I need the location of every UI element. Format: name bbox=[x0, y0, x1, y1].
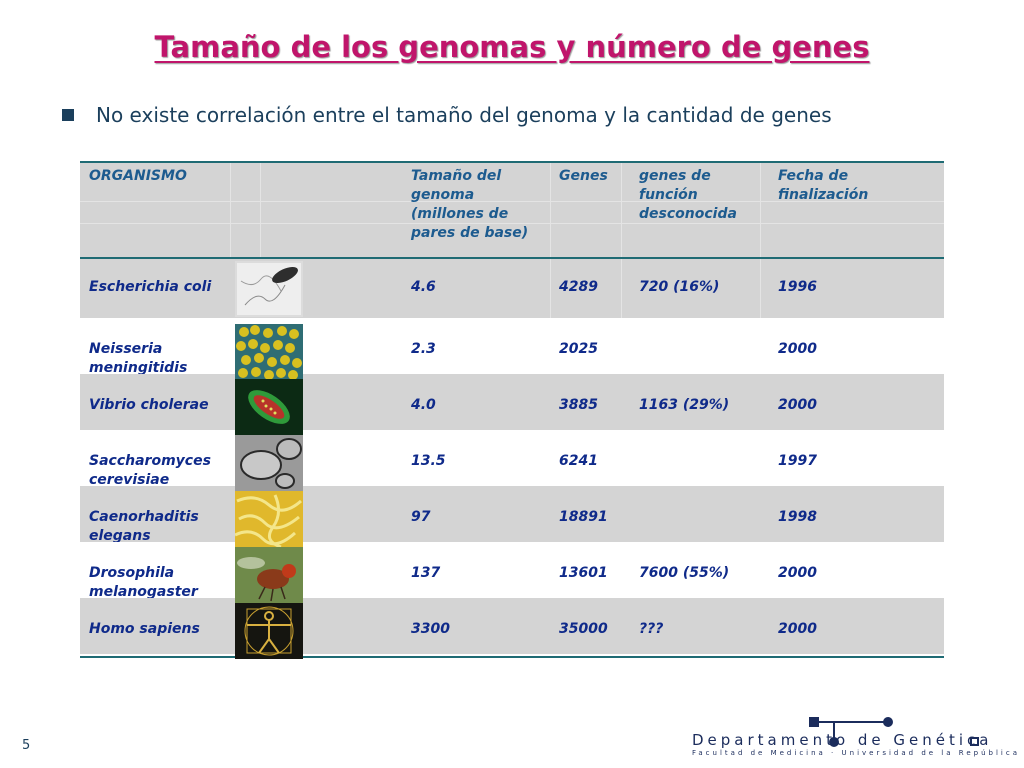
cell-genome-size: 4.0 bbox=[411, 397, 436, 413]
cell-completion-date: 2000 bbox=[778, 565, 817, 581]
bullet-square-icon bbox=[62, 109, 74, 121]
table-row: Neisseria meningitidis 2.3 2025 2000 bbox=[80, 318, 944, 376]
logo-title: Departamento de Genética bbox=[692, 731, 993, 749]
neisseria-image bbox=[235, 324, 303, 380]
header-genes: Genes bbox=[559, 168, 608, 184]
cell-genes: 13601 bbox=[559, 565, 608, 581]
table-row: Caenorhaditis elegans 97 18891 1998 bbox=[80, 486, 944, 544]
e-coli-image bbox=[235, 261, 303, 317]
cell-genes: 3885 bbox=[559, 397, 598, 413]
cell-genome-size: 97 bbox=[411, 509, 431, 525]
header-separator bbox=[80, 257, 944, 259]
table-row: Saccharomyces cerevisiae 13.5 6241 1997 bbox=[80, 430, 944, 488]
cell-unknown-function: ??? bbox=[639, 621, 664, 637]
table-header-row: ORGANISMO Tamaño del genoma (millones de… bbox=[80, 163, 944, 257]
bullet-point: No existe correlación entre el tamaño de… bbox=[62, 102, 832, 128]
cell-genes: 4289 bbox=[559, 279, 598, 295]
table-row: Drosophila melanogaster 137 13601 7600 (… bbox=[80, 542, 944, 600]
header-organism: ORGANISMO bbox=[89, 168, 187, 184]
cell-genome-size: 2.3 bbox=[411, 341, 436, 357]
yeast-image bbox=[235, 435, 303, 491]
cell-completion-date: 2000 bbox=[778, 397, 817, 413]
vibrio-image bbox=[235, 379, 303, 435]
cell-unknown-function: 1163 (29%) bbox=[639, 397, 730, 413]
table-row: Homo sapiens 3300 35000 ??? 2000 bbox=[80, 598, 944, 654]
cell-completion-date: 1997 bbox=[778, 453, 817, 469]
header-genome-size: Tamaño del genoma (millones de pares de … bbox=[411, 168, 529, 241]
table-row: Vibrio cholerae 4.0 3885 1163 (29%) 2000 bbox=[80, 374, 944, 430]
page-number: 5 bbox=[22, 738, 31, 753]
department-logo: Departamento de Genética Facultad de Med… bbox=[688, 716, 1017, 762]
cell-organism: Homo sapiens bbox=[89, 621, 200, 637]
cell-genes: 6241 bbox=[559, 453, 598, 469]
header-unknown-function: genes de función desconocida bbox=[639, 168, 737, 222]
cell-genes: 35000 bbox=[559, 621, 608, 637]
human-image bbox=[235, 603, 303, 659]
cell-genome-size: 3300 bbox=[411, 621, 450, 637]
cell-organism: Neisseria meningitidis bbox=[89, 341, 188, 376]
cell-genome-size: 137 bbox=[411, 565, 441, 581]
fly-image bbox=[235, 547, 303, 603]
cell-unknown-function: 7600 (55%) bbox=[639, 565, 730, 581]
cell-organism: Escherichia coli bbox=[89, 279, 212, 295]
genome-table: ORGANISMO Tamaño del genoma (millones de… bbox=[80, 161, 944, 659]
table-row: Escherichia coli 4.6 4289 720 (16%) 1996 bbox=[80, 259, 944, 318]
cell-genome-size: 4.6 bbox=[411, 279, 436, 295]
cell-completion-date: 2000 bbox=[778, 341, 817, 357]
cell-organism: Drosophila melanogaster bbox=[89, 565, 198, 600]
cell-completion-date: 2000 bbox=[778, 621, 817, 637]
cell-organism: Caenorhaditis elegans bbox=[89, 509, 199, 544]
cell-completion-date: 1996 bbox=[778, 279, 817, 295]
cell-genome-size: 13.5 bbox=[411, 453, 446, 469]
cell-unknown-function: 720 (16%) bbox=[639, 279, 720, 295]
cell-genes: 18891 bbox=[559, 509, 608, 525]
logo-graphic-icon bbox=[809, 717, 979, 747]
cell-completion-date: 1998 bbox=[778, 509, 817, 525]
worm-image bbox=[235, 491, 303, 547]
cell-organism: Vibrio cholerae bbox=[89, 397, 209, 413]
header-completion-date: Fecha de finalización bbox=[778, 168, 869, 203]
logo-subtitle: Facultad de Medicina · Universidad de la… bbox=[692, 749, 1020, 757]
cell-organism: Saccharomyces cerevisiae bbox=[89, 453, 211, 488]
bullet-text: No existe correlación entre el tamaño de… bbox=[96, 103, 832, 127]
slide-title: Tamaño de los genomas y número de genes bbox=[154, 30, 870, 64]
cell-genes: 2025 bbox=[559, 341, 598, 357]
